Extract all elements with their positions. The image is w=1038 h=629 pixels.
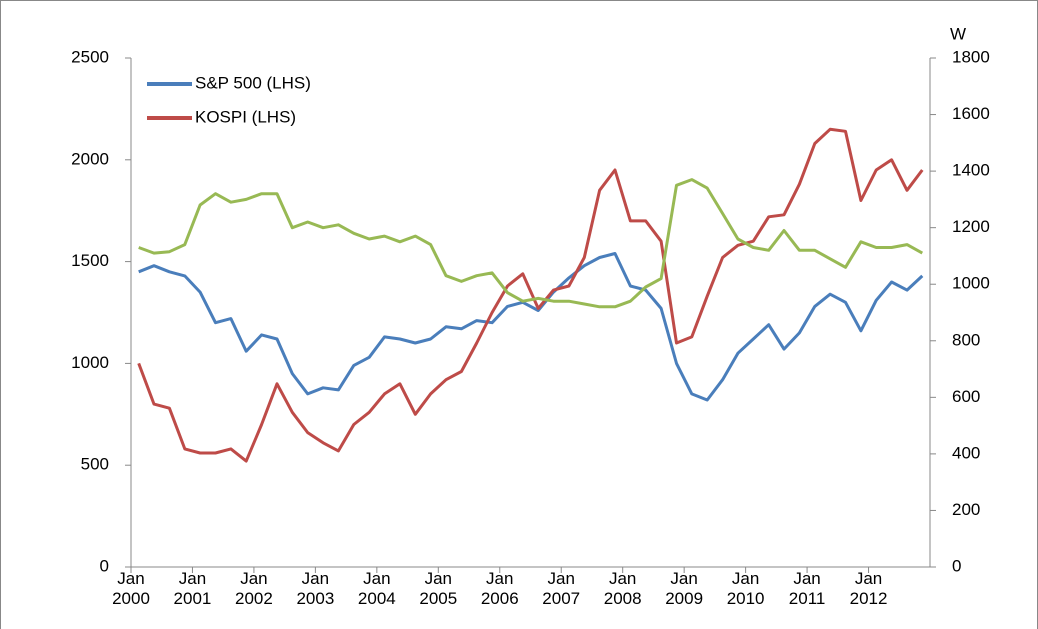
legend-label: KOSPI (LHS) xyxy=(195,107,296,126)
y2-tick-label: 800 xyxy=(952,330,980,349)
legend-label: S&P 500 (LHS) xyxy=(195,73,311,92)
y-tick-label: 1000 xyxy=(71,353,109,372)
y2-tick-label: 1000 xyxy=(952,274,990,293)
y-tick-label: 500 xyxy=(81,455,109,474)
series-line xyxy=(137,127,924,463)
series-line xyxy=(138,252,924,402)
x-tick-label: Jan 2006 xyxy=(480,569,519,608)
y2-tick-label: 200 xyxy=(952,500,980,519)
y-tick-label: 1500 xyxy=(71,251,109,270)
y-tick-label: 0 xyxy=(100,556,109,575)
y-tick-label: 2500 xyxy=(71,47,109,66)
x-tick-label: Jan 2000 xyxy=(112,569,150,608)
y2-tick-label: 1200 xyxy=(952,217,990,236)
y2-tick-label: 0 xyxy=(952,556,961,575)
x-tick-label: Jan 2007 xyxy=(542,569,581,608)
y2-axis-label: W xyxy=(950,24,966,43)
y-tick-label: 2000 xyxy=(71,149,109,168)
y2-tick-label: 1600 xyxy=(952,104,990,123)
y2-tick-label: 400 xyxy=(952,443,980,462)
x-tick-label: Jan 2004 xyxy=(357,569,396,608)
x-tick-label: Jan 2001 xyxy=(173,569,212,608)
x-tick-label: Jan 2005 xyxy=(419,569,458,608)
x-tick-label: Jan 2012 xyxy=(849,569,888,608)
x-tick-label: Jan 2003 xyxy=(296,569,335,608)
y2-tick-label: 600 xyxy=(952,387,980,406)
y2-tick-label: 1800 xyxy=(952,47,990,66)
series-line xyxy=(138,178,924,309)
y2-tick-label: 1400 xyxy=(952,161,990,180)
x-tick-label: Jan 2008 xyxy=(603,569,642,608)
x-tick-label: Jan 2002 xyxy=(235,569,273,608)
x-tick-label: Jan 2009 xyxy=(665,569,704,608)
x-tick-label: Jan 2010 xyxy=(726,569,765,608)
x-tick-label: Jan 2011 xyxy=(788,569,826,608)
